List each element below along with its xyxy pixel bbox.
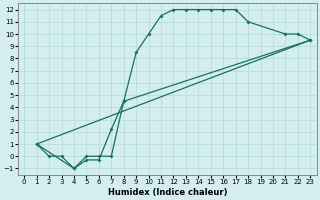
X-axis label: Humidex (Indice chaleur): Humidex (Indice chaleur) xyxy=(108,188,227,197)
